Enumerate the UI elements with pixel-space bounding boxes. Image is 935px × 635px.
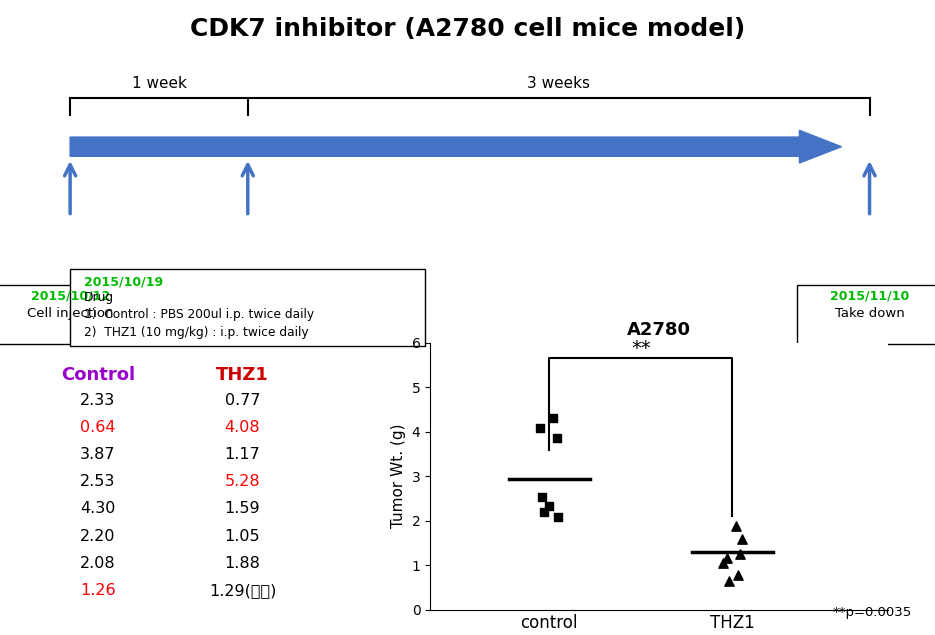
Text: 2.33: 2.33 — [80, 393, 115, 408]
Text: 4.08: 4.08 — [224, 420, 260, 435]
Text: Drug: Drug — [84, 291, 114, 304]
Text: THZ1: THZ1 — [216, 366, 269, 384]
Point — [732, 549, 747, 559]
Text: 2015/10/19: 2015/10/19 — [84, 275, 164, 288]
Text: 2)  THZ1 (10 mg/kg) : i.p. twice daily: 2) THZ1 (10 mg/kg) : i.p. twice daily — [84, 326, 309, 338]
Bar — [70, 269, 425, 345]
Text: 0.77: 0.77 — [224, 393, 260, 408]
Text: 1)  Control : PBS 200ul i.p. twice daily: 1) Control : PBS 200ul i.p. twice daily — [84, 308, 314, 321]
FancyArrow shape — [70, 130, 842, 163]
Text: Cell injection: Cell injection — [27, 307, 113, 320]
Text: 3 weeks: 3 weeks — [527, 76, 590, 91]
Point — [716, 558, 731, 568]
Text: **p=0.0035: **p=0.0035 — [832, 606, 912, 619]
Text: 2.20: 2.20 — [80, 528, 116, 544]
Text: 2015/10/12: 2015/10/12 — [31, 290, 109, 303]
Text: 4.30: 4.30 — [80, 502, 116, 516]
Point — [721, 576, 736, 586]
Point — [545, 413, 560, 424]
Text: Control: Control — [61, 366, 135, 384]
Point — [533, 423, 548, 433]
Text: 1.29(쏉균): 1.29(쏉균) — [209, 583, 276, 598]
Point — [728, 521, 743, 531]
Text: 3.87: 3.87 — [80, 447, 116, 462]
Text: 1.26: 1.26 — [80, 583, 116, 598]
Title: A2780: A2780 — [627, 321, 691, 338]
Text: 1.17: 1.17 — [224, 447, 261, 462]
Text: 5.28: 5.28 — [224, 474, 260, 490]
Point — [734, 534, 749, 544]
Text: Take down: Take down — [835, 307, 904, 320]
Text: 2.08: 2.08 — [80, 556, 116, 571]
Text: **: ** — [631, 338, 651, 358]
Bar — [0, 284, 142, 344]
Text: 1.88: 1.88 — [224, 556, 261, 571]
Text: 1.05: 1.05 — [224, 528, 260, 544]
Y-axis label: Tumor Wt. (g): Tumor Wt. (g) — [391, 424, 406, 528]
Point — [549, 432, 564, 443]
Text: 2015/11/10: 2015/11/10 — [830, 290, 909, 303]
Point — [535, 492, 550, 502]
Bar — [797, 284, 935, 344]
Point — [720, 552, 735, 563]
Text: CDK7 inhibitor (A2780 cell mice model): CDK7 inhibitor (A2780 cell mice model) — [190, 17, 745, 41]
Text: 2.53: 2.53 — [80, 474, 116, 490]
Point — [551, 512, 566, 522]
Point — [541, 501, 556, 511]
Point — [730, 570, 745, 580]
Point — [537, 507, 552, 517]
Text: 1.59: 1.59 — [224, 502, 260, 516]
Text: 1 week: 1 week — [132, 76, 186, 91]
Text: 0.64: 0.64 — [80, 420, 116, 435]
